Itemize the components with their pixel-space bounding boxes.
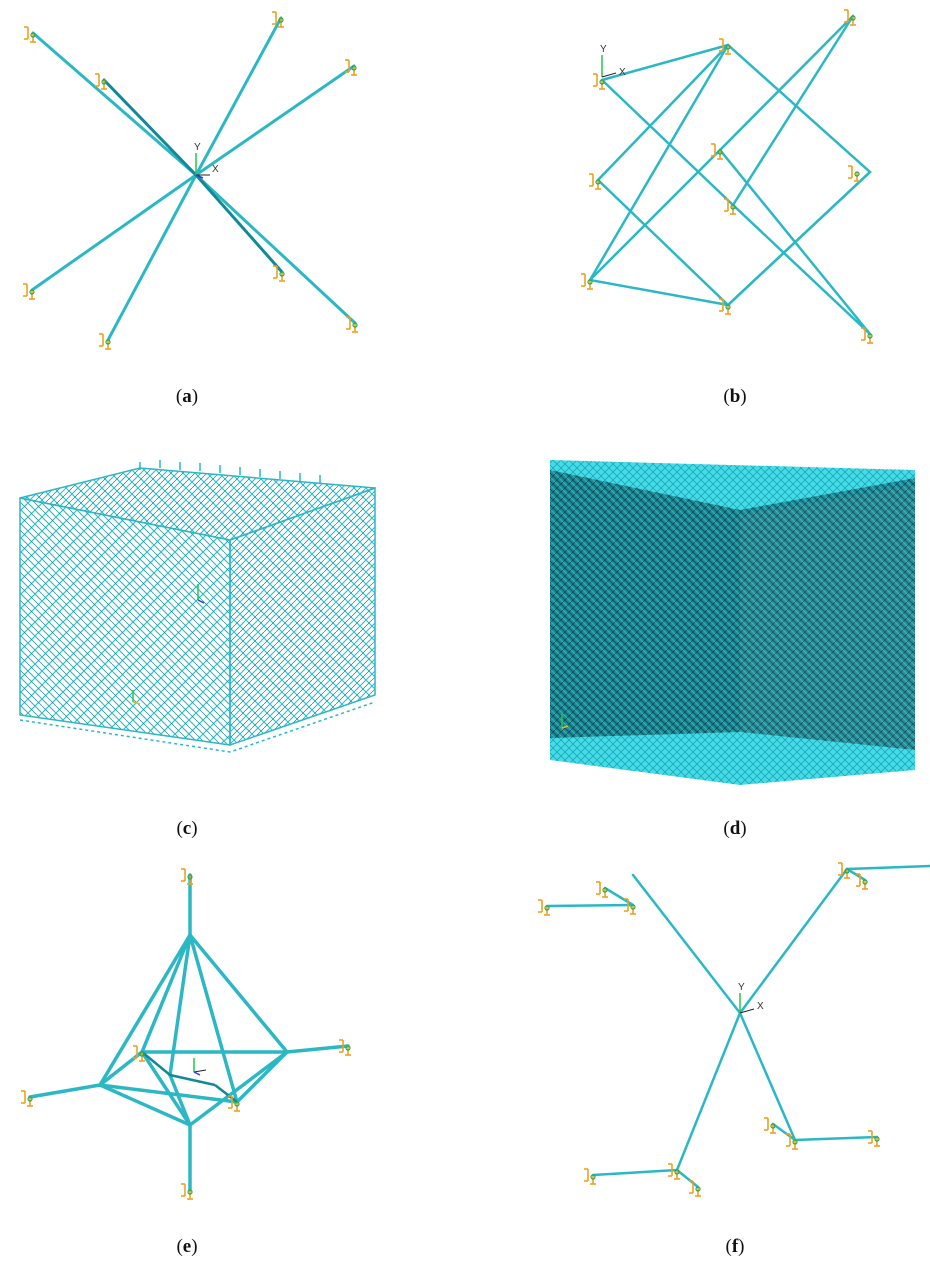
caption-d: (d): [723, 818, 747, 839]
axis-triad-a: Y X: [194, 142, 219, 179]
axis-triad-e: [193, 1058, 207, 1076]
panel-e: [0, 860, 465, 1220]
axis-triad-b: Y X: [600, 44, 626, 78]
panel-f: Y X: [465, 860, 930, 1220]
caption-c: (c): [176, 818, 198, 839]
supports-e: [20, 868, 352, 1200]
panel-b-figure: Y X: [580, 9, 874, 344]
axis-x-label: X: [619, 67, 626, 78]
axis-y-label: Y: [600, 44, 607, 55]
axis-y-label: Y: [738, 982, 745, 993]
caption-a: (a): [175, 386, 199, 407]
panel-c: [0, 440, 465, 770]
panel-d-figure: [550, 460, 915, 785]
supports-b: [580, 9, 874, 344]
panel-d: [465, 440, 930, 790]
panel-a: Y X: [0, 0, 465, 360]
caption-e: (e): [176, 1236, 198, 1257]
panel-a-figure: Y X: [22, 11, 359, 350]
axis-x-label: X: [757, 1001, 764, 1012]
supports-c: [19, 460, 376, 753]
panel-e-figure: [20, 868, 352, 1200]
axis-y-label: Y: [194, 142, 201, 153]
axis-triad-f: Y X: [738, 982, 764, 1014]
axis-triad-c-secondary: [132, 690, 141, 705]
panel-f-figure: Y X: [537, 862, 930, 1197]
axis-x-label: X: [212, 164, 219, 175]
axis-triad-d: [561, 714, 569, 729]
panel-c-figure: [19, 460, 376, 753]
axis-triad-c: [197, 584, 205, 604]
supports-f: [537, 862, 881, 1197]
caption-b: (b): [723, 386, 747, 407]
caption-f: (f): [725, 1236, 745, 1257]
panel-b: Y X: [465, 0, 930, 360]
